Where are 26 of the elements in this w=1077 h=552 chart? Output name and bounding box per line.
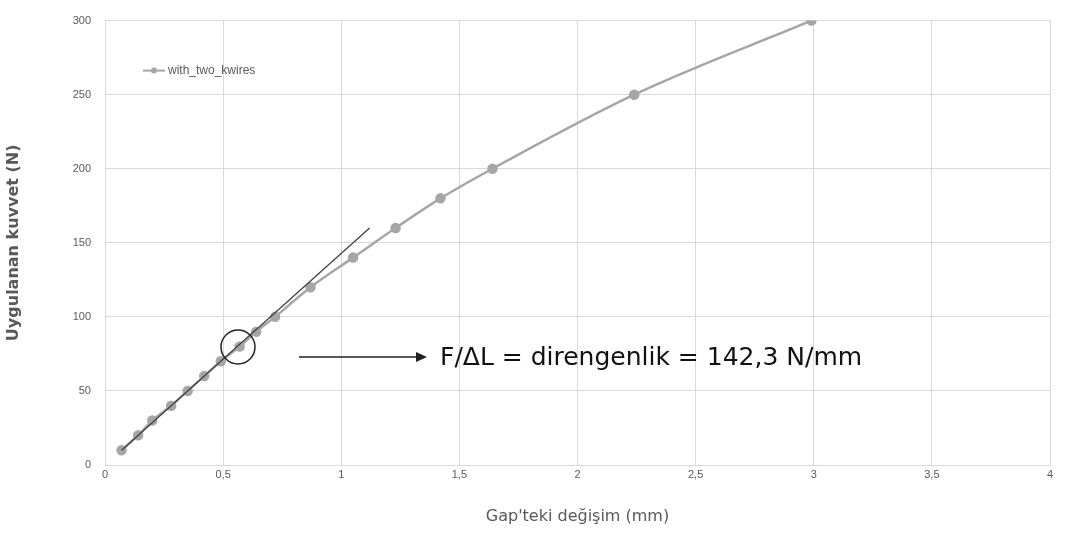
y-tick-label: 50 xyxy=(78,383,91,396)
point xyxy=(305,281,316,293)
y-tick-label: 150 xyxy=(72,235,91,248)
point xyxy=(628,89,640,100)
x-axis-title: Gap'teki değişim (mm) xyxy=(485,505,670,525)
x-tick-label: 1,5 xyxy=(451,467,468,480)
point xyxy=(390,222,401,234)
point xyxy=(487,163,498,174)
x-tick-label: 1 xyxy=(338,467,345,480)
x-tick-label: 0,5 xyxy=(215,467,231,480)
y-tick-label: 250 xyxy=(72,87,91,100)
x-tick-label: 4 xyxy=(1046,467,1054,480)
y-tick-label: 100 xyxy=(72,309,91,322)
legend-label: with_two_kwires xyxy=(167,62,256,77)
x-tick-label: 2,5 xyxy=(687,467,704,480)
annotation: F/ΔL = direngenlik = 142,3 N/mm xyxy=(440,341,863,371)
y-tick-label: 300 xyxy=(72,13,91,26)
point xyxy=(435,193,446,204)
x-tick-label: 2 xyxy=(574,467,581,480)
x-tick-label: 3,5 xyxy=(924,467,940,480)
y-tick-label: 200 xyxy=(72,161,91,174)
point xyxy=(347,252,359,263)
y-tick-label: 0 xyxy=(84,458,91,471)
x-tick-label: 0 xyxy=(101,467,109,480)
y-axis-title: Uygulanan kuvvet (N) xyxy=(2,144,22,342)
x-tick-label: 3 xyxy=(810,467,817,480)
